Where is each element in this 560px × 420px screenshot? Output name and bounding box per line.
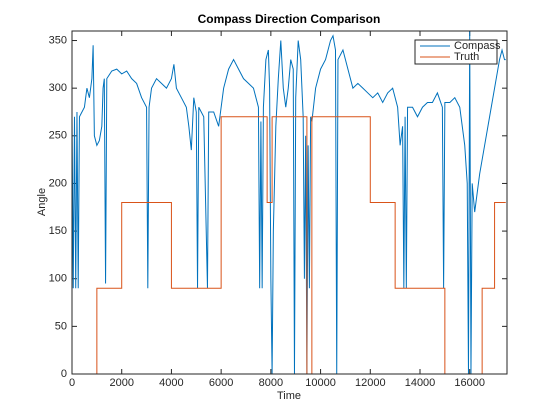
y-axis-label: Angle: [36, 188, 48, 216]
y-tick-label: 200: [49, 177, 67, 189]
x-tick-label: 6000: [209, 377, 233, 389]
x-tick-label: 12000: [355, 377, 386, 389]
legend-label: Compass: [454, 40, 501, 52]
x-axis-label: Time: [277, 390, 301, 402]
x-tick-label: 0: [69, 377, 75, 389]
y-tick-label: 300: [49, 82, 67, 94]
x-tick-label: 14000: [405, 377, 436, 389]
y-tick-label: 50: [55, 320, 67, 332]
y-tick-label: 150: [49, 225, 67, 237]
y-tick-label: 350: [49, 34, 67, 46]
x-tick-label: 2000: [109, 377, 133, 389]
axes-box: [71, 30, 508, 375]
legend-box: [414, 39, 498, 65]
y-tick-label: 100: [49, 273, 67, 285]
series-line: [72, 116, 506, 374]
chart-title: Compass Direction Comparison: [198, 12, 381, 26]
x-tick-label: 8000: [259, 377, 283, 389]
legend-label: Truth: [454, 51, 479, 63]
y-tick-label: 0: [61, 368, 67, 380]
x-tick-label: 16000: [454, 377, 485, 389]
y-tick-label: 250: [49, 130, 67, 142]
x-tick-label: 10000: [305, 377, 336, 389]
series-line: [72, 31, 506, 374]
x-tick-label: 4000: [159, 377, 183, 389]
